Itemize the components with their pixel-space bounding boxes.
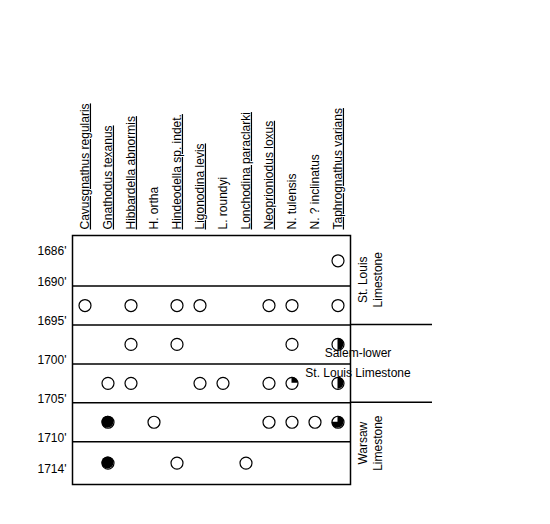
svg-text:Hibbardella abnormis: Hibbardella abnormis (124, 116, 138, 229)
svg-text:1710': 1710' (38, 431, 67, 445)
svg-text:H. ortha: H. ortha (147, 186, 161, 229)
svg-text:Warsaw: Warsaw (356, 421, 370, 464)
svg-text:1705': 1705' (38, 392, 67, 406)
svg-text:Gnathodus texanus: Gnathodus texanus (101, 125, 115, 229)
svg-text:1690': 1690' (38, 275, 67, 289)
svg-text:Limestone: Limestone (371, 415, 385, 471)
svg-text:N. tulensis: N. tulensis (285, 173, 299, 229)
svg-text:1700': 1700' (38, 353, 67, 367)
svg-text:Hindeodella sp. indet.: Hindeodella sp. indet. (170, 114, 184, 229)
svg-text:Ligonodina levis: Ligonodina levis (193, 143, 207, 229)
svg-text:Taphrognathus varians: Taphrognathus varians (331, 108, 345, 229)
svg-text:St. Louis Limestone: St. Louis Limestone (305, 366, 411, 380)
svg-text:St. Louis: St. Louis (356, 256, 370, 303)
svg-text:Salem-lower: Salem-lower (325, 346, 392, 360)
svg-text:L. roundyi: L. roundyi (216, 177, 230, 230)
svg-text:1695': 1695' (38, 314, 67, 328)
svg-text:N. ? inclinatus: N. ? inclinatus (308, 154, 322, 229)
svg-text:Neoprioniodus loxus: Neoprioniodus loxus (262, 121, 276, 230)
svg-text:Lonchodina paraclarki: Lonchodina paraclarki (239, 112, 253, 229)
svg-text:1686': 1686' (38, 244, 67, 258)
svg-text:Cavusgnathus regularis: Cavusgnathus regularis (78, 103, 92, 229)
svg-text:1714': 1714' (38, 462, 67, 476)
svg-text:Limestone: Limestone (371, 252, 385, 308)
